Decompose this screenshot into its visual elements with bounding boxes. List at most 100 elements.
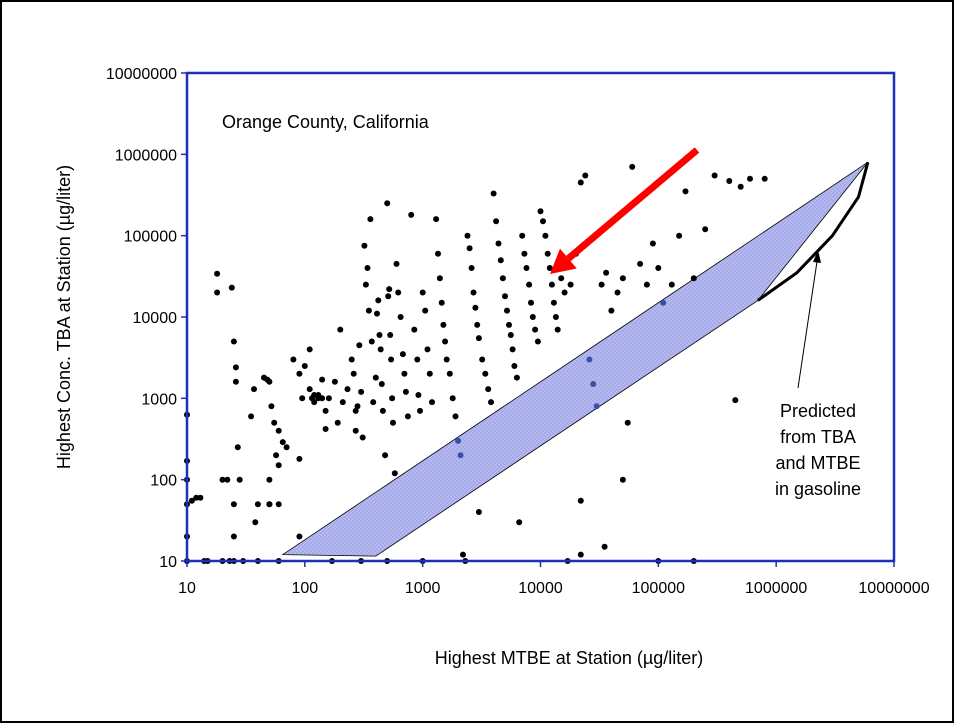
data-point bbox=[384, 200, 391, 207]
data-point bbox=[334, 419, 341, 426]
data-point bbox=[319, 376, 326, 383]
data-point bbox=[266, 501, 273, 508]
data-point bbox=[352, 427, 359, 434]
data-point bbox=[230, 501, 237, 508]
data-point bbox=[382, 452, 389, 459]
data-point bbox=[521, 250, 528, 257]
x-axis-title: Highest MTBE at Station (µg/liter) bbox=[435, 648, 703, 668]
data-point bbox=[446, 370, 453, 377]
data-point bbox=[228, 284, 235, 291]
data-point bbox=[542, 232, 549, 239]
data-point bbox=[348, 356, 355, 363]
data-point bbox=[506, 321, 512, 328]
data-point bbox=[466, 245, 473, 252]
data-point bbox=[283, 444, 290, 451]
data-point bbox=[655, 265, 662, 271]
data-point bbox=[460, 551, 466, 558]
data-point bbox=[268, 403, 275, 410]
data-point bbox=[761, 175, 768, 182]
data-point bbox=[577, 497, 584, 504]
data-point bbox=[301, 363, 308, 369]
data-point bbox=[296, 370, 303, 377]
location-annotation: Orange County, California bbox=[222, 112, 430, 132]
data-point bbox=[682, 188, 689, 195]
data-point bbox=[513, 374, 520, 381]
data-point bbox=[550, 299, 557, 306]
highlight-arrow-head bbox=[550, 248, 577, 274]
data-point bbox=[676, 232, 683, 239]
data-point bbox=[608, 307, 615, 314]
data-point bbox=[232, 378, 239, 385]
data-point bbox=[375, 297, 382, 304]
data-point bbox=[331, 378, 338, 385]
data-point bbox=[429, 399, 435, 406]
data-point bbox=[322, 426, 329, 432]
data-point bbox=[509, 346, 516, 353]
x-tick-label: 10 bbox=[178, 580, 196, 597]
data-point bbox=[546, 265, 553, 271]
data-point bbox=[359, 434, 366, 441]
data-point bbox=[561, 289, 568, 296]
prediction-annotation-line: and MTBE bbox=[775, 453, 860, 473]
data-point bbox=[275, 427, 282, 434]
data-point bbox=[365, 307, 372, 314]
data-point bbox=[554, 326, 561, 333]
data-point bbox=[548, 281, 555, 288]
data-point bbox=[306, 346, 313, 353]
y-tick-label: 10 bbox=[159, 554, 177, 571]
data-point bbox=[470, 289, 477, 296]
data-point bbox=[339, 399, 346, 406]
y-tick-label: 10000000 bbox=[106, 66, 177, 83]
prediction-annotation: Predicted from TBA and MTBE in gasoline bbox=[775, 250, 861, 499]
data-point bbox=[435, 250, 441, 257]
x-tick-labels: 10 100 1000 10000 100000 1000000 10000000 bbox=[178, 561, 930, 597]
data-point bbox=[386, 286, 393, 293]
data-point bbox=[552, 314, 559, 320]
data-point bbox=[322, 407, 329, 414]
x-tick-label: 10000000 bbox=[858, 580, 929, 597]
data-point bbox=[399, 351, 406, 358]
data-point bbox=[393, 260, 400, 267]
data-point bbox=[474, 321, 481, 328]
data-point bbox=[306, 386, 313, 393]
data-point bbox=[415, 392, 422, 398]
data-point bbox=[390, 419, 396, 426]
data-point bbox=[526, 281, 533, 288]
data-point bbox=[391, 470, 398, 477]
data-point bbox=[271, 419, 278, 426]
data-point bbox=[385, 293, 392, 300]
annotation-pointer-line bbox=[797, 254, 819, 389]
data-point bbox=[358, 388, 365, 395]
x-tick-label: 100000 bbox=[632, 580, 685, 597]
data-point bbox=[614, 289, 621, 296]
data-point bbox=[619, 275, 626, 282]
data-point bbox=[544, 250, 551, 257]
data-point bbox=[586, 356, 593, 363]
data-point bbox=[350, 370, 357, 377]
data-point bbox=[482, 370, 489, 377]
data-points-layer bbox=[184, 163, 768, 564]
data-point bbox=[362, 281, 369, 288]
y-tick-labels: 10 100 1000 10000 100000 1000000 10000000 bbox=[106, 66, 187, 571]
data-point bbox=[389, 395, 396, 402]
data-point bbox=[388, 356, 395, 363]
data-point bbox=[275, 462, 282, 469]
data-point bbox=[424, 346, 431, 353]
data-point bbox=[361, 242, 368, 249]
data-point bbox=[668, 281, 675, 288]
data-point bbox=[379, 407, 386, 414]
x-tick-label: 1000000 bbox=[745, 580, 807, 597]
data-point bbox=[493, 218, 500, 225]
data-point bbox=[197, 494, 204, 501]
data-point bbox=[296, 455, 303, 462]
data-point bbox=[479, 356, 486, 363]
data-point bbox=[499, 275, 506, 282]
data-point bbox=[516, 519, 523, 526]
data-point bbox=[737, 183, 744, 190]
data-point bbox=[629, 163, 636, 170]
prediction-annotation-line: in gasoline bbox=[775, 479, 861, 499]
data-point bbox=[344, 386, 351, 393]
data-point bbox=[449, 395, 456, 402]
